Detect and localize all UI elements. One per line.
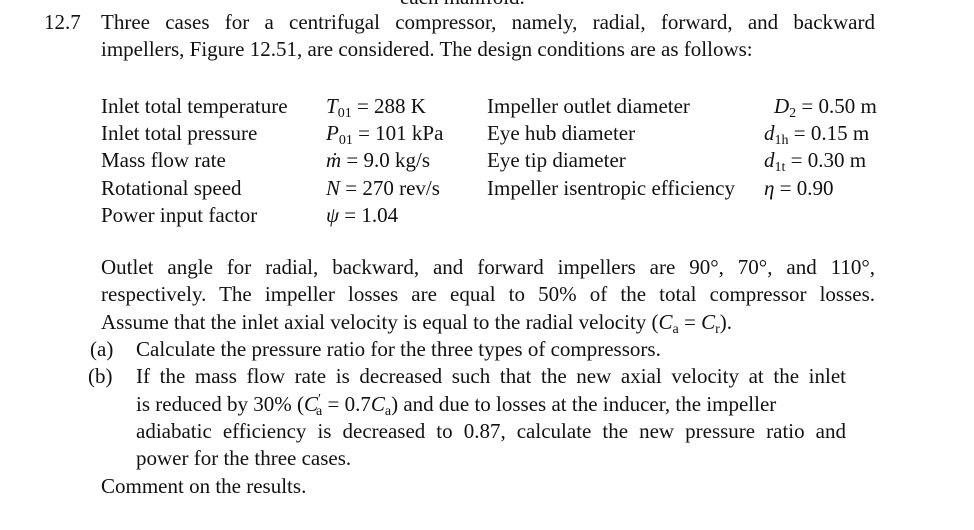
condition-label: Impeller isentropic efficiency: [487, 176, 736, 200]
part-b-line-3: adiabatic efficiency is decreased to 0.8…: [136, 419, 846, 443]
part-a-text: Calculate the pressure ratio for the thr…: [136, 337, 661, 361]
condition-value: d1h = 0.15 m: [764, 121, 870, 148]
condition-label: Inlet total temperature: [101, 94, 288, 118]
condition-label: Impeller outlet diameter: [487, 94, 690, 118]
cutoff-text: each manifold.: [400, 0, 525, 10]
part-b-label: (b): [88, 364, 113, 388]
part-a-label: (a): [90, 337, 114, 361]
condition-label: Eye hub diameter: [487, 121, 636, 145]
condition-value: ψ = 1.04: [326, 203, 399, 227]
condition-label: Eye tip diameter: [487, 148, 626, 172]
condition-value: T01 = 288 K: [326, 94, 426, 121]
intro-line-2: impellers, Figure 12.51, are considered.…: [101, 37, 753, 61]
condition-label: Power input factor: [101, 203, 258, 227]
condition-value: D2 = 0.50 m: [774, 94, 877, 121]
body-line-1: Outlet angle for radial, backward, and f…: [101, 255, 875, 279]
part-b-line-1: If the mass flow rate is decreased such …: [136, 364, 846, 388]
condition-label: Inlet total pressure: [101, 121, 258, 145]
condition-value: N = 270 rev/s: [326, 176, 440, 200]
condition-label: Rotational speed: [101, 176, 242, 200]
comment-line: Comment on the results.: [101, 474, 307, 498]
condition-value: ṁ = 9.0 kg/s: [326, 148, 431, 172]
assume-line: Assume that the inlet axial velocity is …: [101, 310, 733, 337]
part-b-line-2: is reduced by 30% (C′a = 0.7Ca) and due …: [136, 392, 777, 419]
intro-line-1: Three cases for a centrifugal compressor…: [101, 10, 875, 34]
problem-number: 12.7: [44, 10, 81, 34]
part-b-line-4: power for the three cases.: [136, 446, 352, 470]
condition-value: P01 = 101 kPa: [326, 121, 444, 148]
body-line-2: respectively. The impeller losses are eq…: [101, 282, 875, 306]
condition-value: d1t = 0.30 m: [764, 148, 867, 175]
condition-label: Mass flow rate: [101, 148, 226, 172]
condition-value: η = 0.90: [764, 176, 834, 200]
